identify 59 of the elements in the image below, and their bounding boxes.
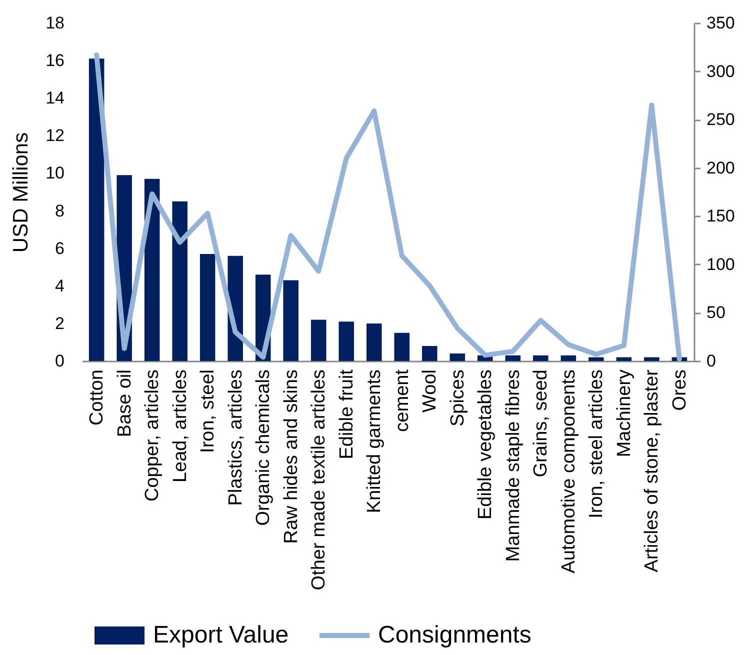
y2-tick-label: 350 [706, 14, 735, 32]
x-tick-label: Cotton [86, 370, 108, 426]
y2-tick-label: 150 [706, 206, 735, 226]
bar [200, 254, 216, 361]
x-tick-label: Machinery [614, 369, 635, 458]
y-axis-title: USD Millions [10, 132, 33, 253]
legend-label: Export Value [153, 622, 289, 648]
x-tick-label: Manmade staple fibres [502, 370, 524, 562]
y2-tick-label: 300 [706, 62, 735, 81]
x-tick-label: Copper, articles [142, 370, 164, 502]
y-tick-label: 18 [46, 14, 64, 32]
x-tick-label: Raw hides and skins [280, 370, 302, 544]
x-tick-label: Edible fruit [336, 368, 358, 460]
y2-tick-label: 200 [706, 158, 735, 178]
x-tick-label: Base oil [114, 370, 136, 438]
y2-tick-label: 50 [706, 303, 726, 322]
y-tick-label: 4 [55, 276, 64, 296]
y-tick-label: 16 [46, 51, 64, 70]
bar [310, 320, 326, 361]
y-tick-label: 2 [55, 314, 64, 333]
y-tick-label: 6 [55, 238, 64, 258]
x-tick-label: Knitted garments [364, 370, 386, 514]
bar [394, 332, 410, 361]
x-tick-label: Edible vegetables [475, 370, 496, 520]
y2-tick-label: 100 [706, 254, 735, 274]
x-tick-label: Automotive components [558, 370, 580, 574]
bar [366, 323, 382, 361]
x-tick-label: Organic chemicals [253, 370, 274, 526]
x-tick-label: Ores [669, 370, 690, 411]
legend-label: Consignments [378, 622, 532, 648]
x-tick-label: Other made textile articles [308, 370, 330, 590]
x-tick-label: Iron, steel articles [586, 370, 608, 518]
bar [338, 322, 354, 361]
bar [450, 353, 466, 361]
bar [422, 346, 438, 361]
bar [88, 58, 104, 361]
y-tick-label: 0 [55, 352, 64, 370]
bar [172, 201, 188, 361]
y2-tick-label: 0 [706, 352, 716, 370]
y-tick-label: 10 [46, 164, 64, 183]
bar [588, 357, 604, 361]
x-tick-label: cement [392, 368, 413, 432]
bar [616, 357, 632, 361]
bar [560, 355, 576, 361]
x-tick-label: Grains, seed [530, 370, 552, 478]
x-tick-label: Wool [420, 370, 441, 412]
y-tick-label: 14 [46, 88, 64, 108]
x-tick-label: Lead, articles [170, 370, 191, 483]
y-tick-label: 12 [46, 126, 64, 146]
bar [505, 355, 521, 361]
x-tick-label: Iron, steel [198, 370, 219, 453]
y-tick-label: 8 [55, 201, 64, 220]
bar [283, 280, 298, 361]
x-tick-label: Spices [447, 370, 468, 427]
x-tick-label: Plastics, articles [225, 370, 246, 506]
y2-tick-label: 250 [706, 110, 735, 130]
x-tick-label: Articles of stone, plaster [642, 368, 663, 572]
bar [533, 355, 548, 361]
bar [644, 357, 660, 361]
